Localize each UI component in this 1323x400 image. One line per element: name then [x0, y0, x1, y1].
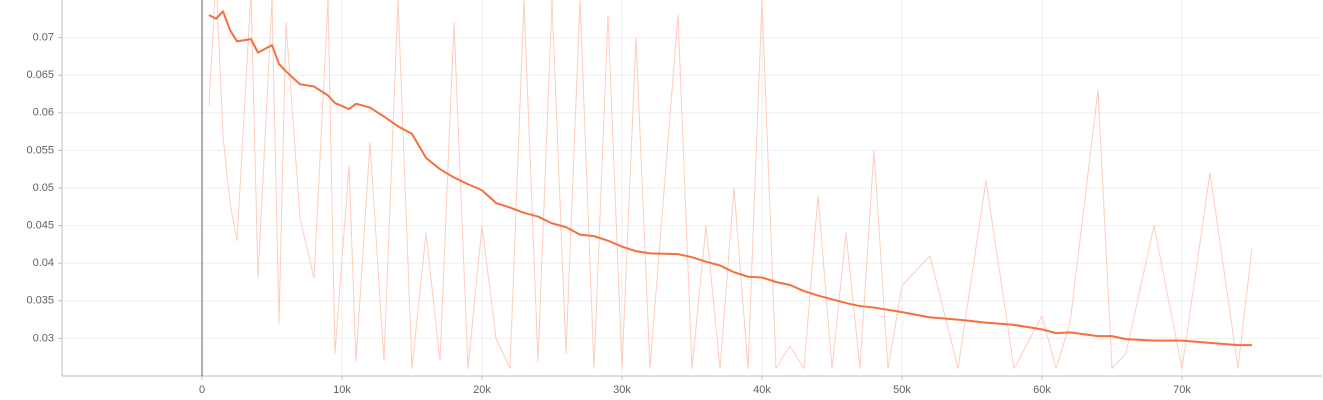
- y-tick-label: 0.07: [33, 32, 54, 44]
- y-tick-label: 0.065: [26, 69, 54, 81]
- x-tick-label: 60k: [1033, 384, 1051, 396]
- x-tick-label: 70k: [1173, 384, 1191, 396]
- x-tick-label: 30k: [613, 384, 631, 396]
- grid: [58, 0, 1322, 380]
- x-tick-label: 0: [199, 384, 205, 396]
- y-tick-label: 0.06: [33, 107, 54, 119]
- x-tick-label: 50k: [893, 384, 911, 396]
- y-tick-label: 0.045: [26, 220, 54, 232]
- y-tick-label: 0.04: [33, 257, 54, 269]
- y-tick-label: 0.035: [26, 295, 54, 307]
- x-tick-label: 40k: [753, 384, 771, 396]
- plot-area: [208, 0, 1253, 369]
- x-tick-label: 10k: [333, 384, 351, 396]
- smoothed-line: [208, 10, 1252, 347]
- y-tick-label: 0.03: [33, 332, 54, 344]
- raw-line: [208, 0, 1253, 369]
- y-tick-label: 0.055: [26, 144, 54, 156]
- y-tick-label: 0.05: [33, 182, 54, 194]
- x-tick-label: 20k: [473, 384, 491, 396]
